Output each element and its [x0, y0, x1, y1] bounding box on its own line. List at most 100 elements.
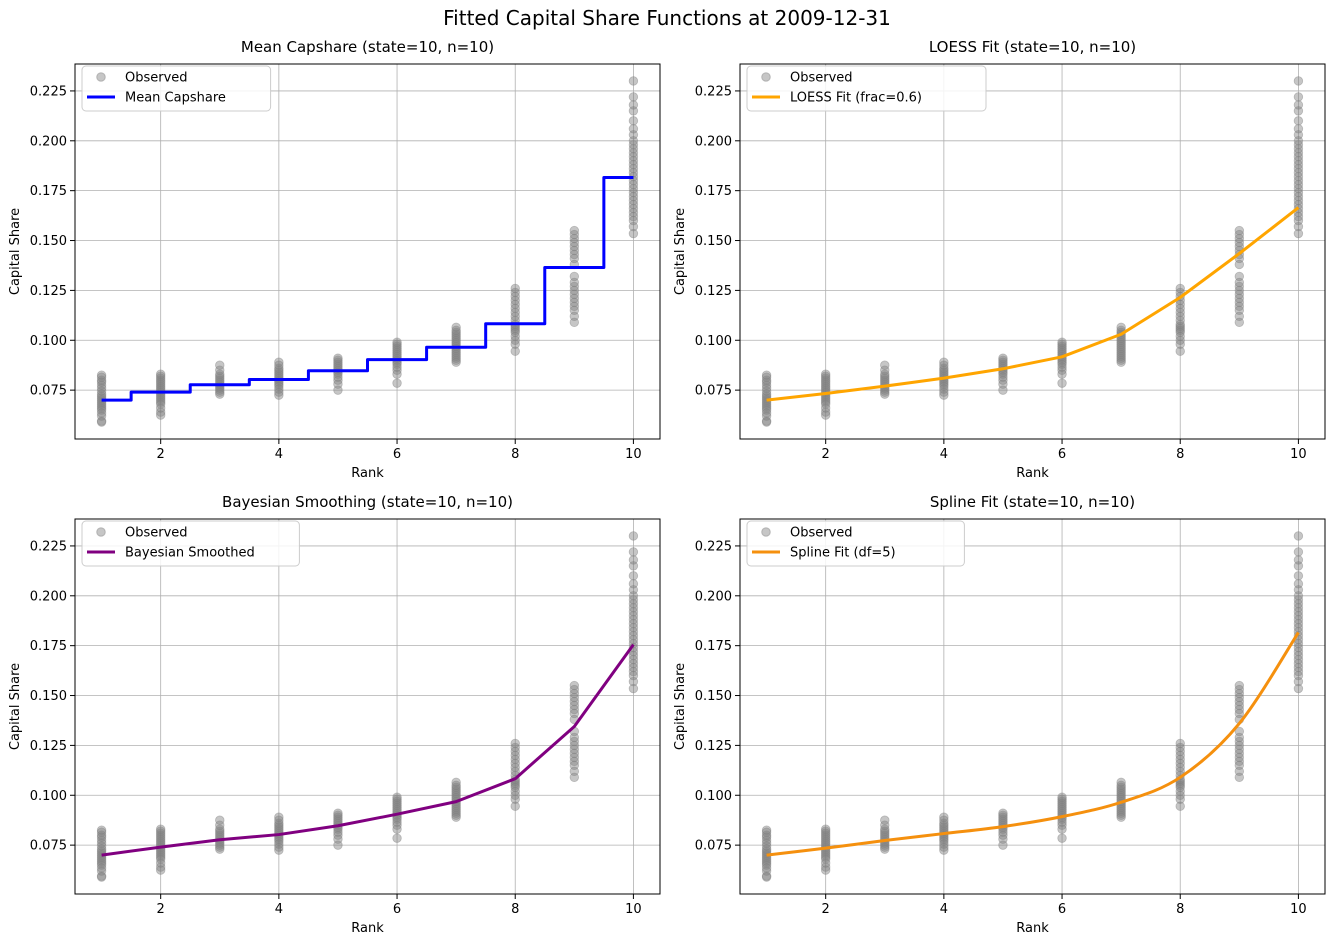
observed-point [274, 842, 284, 852]
legend: Observed LOESS Fit (frac=0.6) [746, 65, 987, 112]
observed-point [274, 387, 284, 397]
observed-point [761, 860, 772, 870]
observed-point [451, 780, 461, 790]
observed-point [998, 810, 1008, 820]
observed-point [1175, 331, 1185, 341]
observed-point [1234, 259, 1245, 270]
observed-point [1116, 808, 1126, 818]
observed-point [1116, 806, 1126, 816]
observed-point [569, 696, 580, 707]
observed-point [880, 371, 890, 381]
observed-point [451, 784, 461, 794]
observed-point [628, 136, 639, 146]
observed-point [880, 387, 890, 397]
observed-point [1057, 369, 1067, 379]
subplot-title: Mean Capshare (state=10, n=10) [241, 38, 494, 56]
observed-point [1175, 786, 1185, 796]
observed-point [1293, 183, 1304, 194]
observed-point [451, 327, 461, 337]
observed-point [392, 802, 402, 812]
observed-point [820, 410, 831, 420]
observed-point [333, 808, 343, 818]
observed-point [1116, 335, 1126, 345]
observed-point [820, 375, 831, 385]
observed-point [510, 307, 520, 318]
observed-point [820, 381, 831, 391]
observed-point [939, 357, 949, 367]
observed-point [998, 355, 1008, 365]
observed-point [1293, 676, 1304, 687]
observed-point [392, 365, 402, 375]
observed-point [1116, 341, 1126, 351]
observed-point [1293, 547, 1304, 557]
observed-point [1293, 599, 1304, 609]
observed-point [274, 822, 284, 832]
y-axis-label: Capital Share [673, 663, 688, 750]
observed-point [569, 736, 580, 747]
observed-point [155, 832, 166, 842]
observed-point [628, 92, 639, 102]
observed-point [215, 820, 225, 830]
observed-point [96, 370, 107, 380]
observed-point [761, 832, 772, 842]
observed-point [510, 335, 520, 345]
y-tick-label: 0.150 [695, 689, 732, 704]
observed-point [155, 824, 166, 834]
x-axis-label: Rank [351, 921, 384, 936]
observed-point [155, 865, 166, 875]
observed-point [1293, 619, 1304, 629]
observed-point [939, 367, 949, 377]
observed-point [761, 825, 772, 835]
observed-point [569, 225, 580, 236]
observed-point [628, 215, 639, 226]
observed-point [274, 815, 284, 825]
observed-point [761, 408, 772, 418]
observed-point [333, 830, 343, 840]
x-axis-label: Rank [351, 466, 384, 481]
x-tick-label: 10 [1290, 447, 1307, 462]
observed-point [628, 156, 639, 166]
y-axis-label: Capital Share [8, 208, 23, 295]
observed-point [1234, 704, 1245, 715]
observed-point [96, 863, 107, 873]
observed-point [628, 203, 639, 214]
observed-point [820, 369, 831, 379]
observed-point [761, 391, 772, 401]
observed-point [1057, 341, 1067, 351]
observed-point [1175, 311, 1185, 322]
legend-marker-observed [761, 72, 771, 82]
observed-point [1116, 351, 1126, 361]
y-tick-label: 0.200 [695, 134, 732, 149]
x-tick-label: 4 [940, 902, 948, 917]
observed-point [628, 683, 639, 694]
observed-point [333, 827, 343, 837]
observed-point [1175, 303, 1185, 314]
observed-point [1293, 646, 1304, 657]
legend-marker-observed [761, 527, 771, 537]
observed-point [761, 835, 772, 845]
observed-point [569, 692, 580, 703]
observed-point [628, 531, 639, 541]
y-tick-label: 0.125 [30, 284, 67, 299]
observed-point [761, 416, 772, 426]
subplot-2: 2 4 6 8 10 0.075 0.100 0.125 0.150 0.175 0.200 0.22… [673, 38, 1326, 481]
observed-point [392, 378, 402, 388]
observed-point [1234, 772, 1245, 783]
observed-point [510, 794, 520, 804]
observed-point [761, 375, 772, 385]
observed-point [215, 826, 225, 836]
observed-point [1293, 136, 1304, 146]
observed-point [155, 826, 166, 836]
observed-point [96, 846, 107, 856]
observed-point [392, 369, 402, 379]
observed-point [820, 824, 831, 834]
observed-point [1175, 323, 1185, 333]
observed-point [510, 790, 520, 800]
observed-point [998, 353, 1008, 363]
observed-point [569, 277, 580, 288]
observed-point [880, 360, 890, 370]
legend-box [81, 520, 300, 567]
observed-point [155, 836, 166, 846]
observed-point [96, 827, 107, 837]
